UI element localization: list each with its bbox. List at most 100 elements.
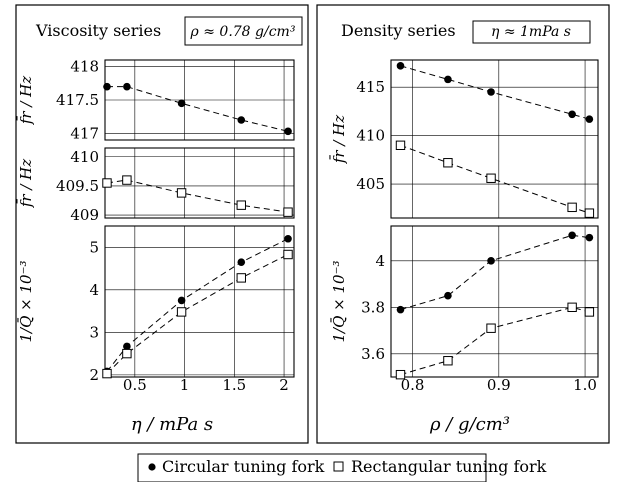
panel-1-subplot-1-series-1-point-1 (443, 356, 453, 366)
panel-0-subplot-2-series-1-point-3 (236, 273, 246, 283)
panel-0-subplot-2-series-1-point-2 (176, 307, 187, 317)
panel-0-subplot-1-series-0-point-0 (102, 178, 112, 188)
panel-0-subplot-1: 410 409.5 409 f̄r / Hz (17, 147, 295, 224)
panel-1-subplot-0: 415 410 405 f̄r / Hz (330, 59, 599, 219)
panel-0-subplot-2-ytick-3: 2 (89, 366, 99, 384)
panel-1-xtick-0: 0.8 (401, 376, 425, 394)
panel-0-subplot-2-series-1-line (106, 254, 289, 374)
panel-1-subplot-1-ytick-1: 3.8 (361, 298, 385, 316)
panel-1-subplot-0-series-0-point-2 (487, 88, 495, 96)
left-x-axis-label: η / mPa s (131, 414, 213, 435)
left-panel-condition-box (184, 16, 303, 46)
right-panel-title: Density series (341, 21, 456, 40)
panel-1-subplot-0-series-0-point-1 (444, 75, 452, 84)
left-panel-title: Viscosity series (35, 21, 161, 40)
panel-1-subplot-0-ytick-0: 415 (356, 78, 385, 96)
panel-1-subplot-0-series-1-point-0 (395, 140, 406, 151)
left-panel-condition: ρ ≈ 0.78 g/cm³ (190, 24, 296, 40)
left-panel-frame (15, 4, 309, 444)
panel-0-subplot-2-series-0-point-3 (237, 258, 246, 266)
panel-1-subplot-0-series-1-line (400, 144, 590, 214)
plot-layer: 418 417.5 417 f̄r / Hz 410 409.5 409 f̄r / Hz 5 4… (17, 58, 599, 394)
panel-0-subplot-1-ytick-2: 409 (70, 206, 99, 224)
panel-0-subplot-2: 5 4 3 2 1/Q̄ × 10⁻³ (17, 225, 295, 384)
panel-1-subplot-1-series-0-point-3 (568, 231, 576, 240)
panel-1-subplot-0-series-0-line (400, 65, 590, 120)
panel-0-subplot-1-ylabel: f̄r / Hz (17, 159, 35, 208)
panel-0-subplot-1-ytick-0: 410 (70, 148, 99, 166)
panel-0-subplot-1-series-0-point-1 (122, 175, 132, 185)
panel-0-subplot-1-frame (104, 147, 295, 219)
panel-1-subplot-1-series-0-point-0 (396, 305, 405, 314)
panel-0-subplot-2-series-1-point-1 (122, 348, 132, 359)
panel-0-subplot-2-ytick-0: 5 (89, 238, 99, 256)
panel-1-subplot-1-series-0-point-1 (444, 291, 452, 300)
panel-0-xtick-2: 1.5 (222, 376, 246, 394)
panel-0-subplot-0: 418 417.5 417 f̄r / Hz (17, 58, 295, 142)
panel-0-subplot-0-frame (104, 59, 295, 141)
panel-1-subplot-1-series-1-point-2 (486, 323, 496, 333)
right-panel-condition-box (472, 20, 591, 44)
right-panel-condition: η ≈ 1mPa s (491, 24, 571, 40)
panel-0-subplot-2-series-1-point-4 (283, 249, 293, 260)
panel-0-subplot-0-series-0-point-3 (237, 116, 246, 124)
panel-0-subplot-1-series-0-line (106, 179, 289, 213)
panel-0-subplot-0-series-0-point-1 (123, 82, 131, 91)
panel-0-subplot-0-ytick-2: 417 (70, 124, 99, 142)
panel-1-subplot-1-series-1-point-4 (584, 307, 595, 317)
panel-0-subplot-2-series-1-point-0 (102, 368, 112, 379)
panel-1-subplot-1-frame (390, 225, 599, 378)
panel-1-subplot-1-ytick-0: 4 (375, 252, 385, 270)
panel-1-subplot-1-series-1-point-3 (567, 302, 577, 313)
panel-1-xtick-2: 1.0 (573, 376, 597, 394)
panel-0-subplot-2-series-0-line (106, 238, 289, 372)
panel-0-subplot-2-series-0-point-2 (177, 296, 186, 305)
right-panel-frame (316, 4, 610, 444)
panel-0-subplot-0-ytick-1: 417.5 (56, 91, 99, 109)
panel-0-subplot-2-ylabel: 1/Q̄ × 10⁻³ (17, 260, 35, 342)
panel-1-subplot-1: 4 3.8 3.6 1/Q̄ × 10⁻³ (330, 225, 599, 380)
panel-0-subplot-1-series-0-point-3 (236, 200, 246, 210)
panel-1-xtick-1: 0.9 (487, 376, 511, 394)
panel-1-subplot-0-series-0-point-4 (585, 115, 594, 123)
panel-1-subplot-0-ylabel: f̄r / Hz (330, 115, 348, 164)
panel-1-subplot-0-ytick-2: 405 (356, 175, 385, 193)
right-x-axis-label: ρ / g/cm³ (429, 414, 510, 435)
legend-circle-label: Circular tuning fork (162, 457, 325, 476)
legend-box (137, 453, 487, 482)
panel-0-xtick-1: 1 (180, 376, 190, 394)
panel-1-subplot-0-frame (390, 59, 599, 219)
panel-0-subplot-1-series-0-point-2 (176, 188, 187, 198)
legend-square-label: Rectangular tuning fork (351, 457, 547, 476)
panel-0-subplot-2-ytick-2: 3 (89, 323, 99, 341)
panel-1-subplot-0-series-1-point-1 (443, 158, 453, 168)
panel-0-subplot-0-series-0-point-2 (177, 99, 186, 108)
panel-0-subplot-0-ytick-0: 418 (70, 58, 99, 76)
panel-1-subplot-1-series-1-point-0 (395, 369, 406, 380)
panel-0-subplot-2-series-0-point-1 (123, 342, 131, 351)
panel-0-subplot-0-ylabel: f̄r / Hz (17, 76, 35, 125)
panel-0-subplot-0-series-0-point-0 (103, 82, 111, 91)
panel-0-subplot-1-ytick-1: 409.5 (56, 177, 99, 195)
panel-1-subplot-1-series-0-line (400, 234, 590, 311)
panel-0-subplot-1-series-0-point-4 (283, 207, 293, 217)
panel-1-subplot-0-series-0-point-3 (568, 110, 576, 119)
panel-0-subplot-0-series-0-line (106, 86, 289, 132)
panel-0-subplot-2-ytick-1: 4 (89, 281, 99, 299)
panel-1-subplot-1-series-1-line (400, 306, 590, 376)
panel-0-subplot-2-series-0-point-4 (284, 234, 292, 243)
panel-1-subplot-0-series-1-point-4 (584, 208, 595, 218)
panel-0-xtick-3: 2 (279, 376, 289, 394)
panel-1-subplot-0-series-1-point-3 (567, 202, 577, 213)
panel-1-subplot-0-ytick-1: 410 (356, 127, 385, 145)
panel-1-subplot-1-ytick-2: 3.6 (361, 345, 385, 363)
panel-1-subplot-1-ylabel: 1/Q̄ × 10⁻³ (330, 260, 348, 342)
panel-0-xtick-0: 0.5 (123, 376, 147, 394)
panel-1-subplot-0-series-0-point-0 (396, 62, 405, 70)
panel-0-subplot-0-series-0-point-4 (284, 127, 292, 136)
panel-1-subplot-1-series-0-point-2 (487, 257, 495, 265)
panel-0-subplot-2-frame (104, 225, 295, 378)
legend-square-marker (333, 461, 344, 472)
legend-circle-marker (148, 463, 156, 471)
